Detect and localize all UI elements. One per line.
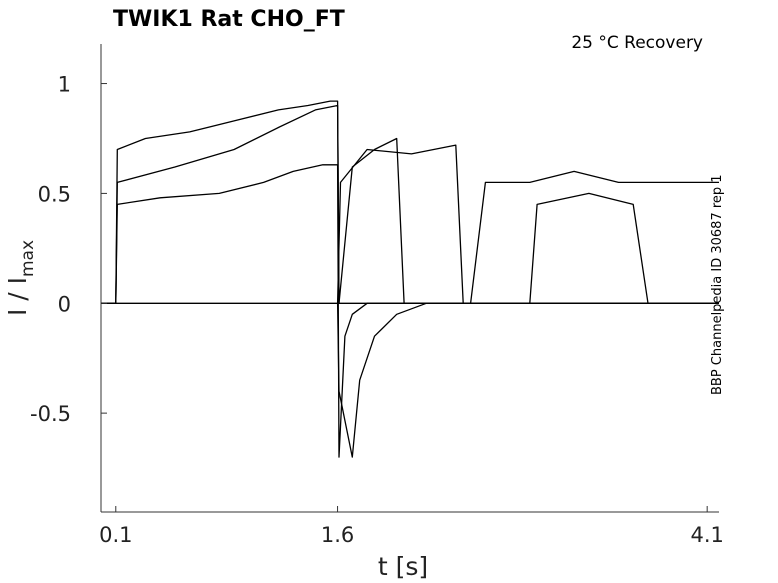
- x-tick-label: 0.1: [99, 523, 132, 547]
- y-axis-label-main: I / I: [3, 277, 32, 316]
- plot-area: 1 0.5 0 -0.5 0.1 1.6 4.1: [30, 44, 724, 547]
- y-axis-label-sub: max: [18, 240, 38, 277]
- series-line: [101, 104, 719, 304]
- series-line: [101, 302, 719, 458]
- x-axis-label: t [s]: [378, 552, 428, 581]
- series-layer: [101, 100, 719, 458]
- x-tick-label: 1.6: [321, 523, 354, 547]
- y-tick-label: -0.5: [30, 402, 71, 426]
- y-tick-label: 0.5: [38, 182, 71, 206]
- series-line: [101, 164, 719, 458]
- x-tick-label: 4.1: [690, 523, 723, 547]
- condition-label: 25 °C Recovery: [571, 33, 703, 53]
- y-tick-label: 0: [58, 292, 71, 316]
- svg-text:I / Imax: I / Imax: [3, 240, 38, 316]
- y-tick-label: 1: [58, 73, 71, 97]
- y-axis-label: I / Imax: [3, 240, 38, 316]
- x-ticks: 0.1 1.6 4.1: [99, 506, 724, 547]
- series-line: [336, 144, 719, 304]
- y-ticks: 1 0.5 0 -0.5: [30, 73, 107, 426]
- chart-title: TWIK1 Rat CHO_FT: [113, 7, 345, 32]
- side-label: BBP Channelpedia ID 30687 rep 1: [710, 174, 725, 395]
